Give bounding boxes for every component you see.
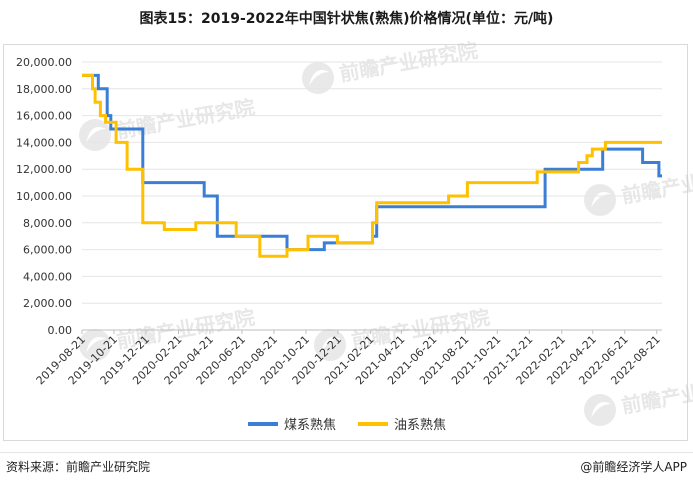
watermark-logo-icon — [581, 391, 619, 429]
series-line-oil — [82, 73, 662, 258]
watermark-logo-icon — [581, 181, 619, 219]
y-tick-label: 14,000.00 — [16, 136, 72, 149]
y-tick-label: 12,000.00 — [16, 163, 72, 176]
watermark: 前瞻产业研究院 — [76, 95, 257, 154]
y-tick-label: 16,000.00 — [16, 110, 72, 123]
watermark-logo-icon — [299, 59, 337, 97]
legend: 煤系熟焦 油系熟焦 — [248, 417, 446, 433]
y-tick-label: 6,000.00 — [23, 244, 72, 257]
series-layer — [82, 73, 662, 258]
watermark: 前瞻产业研究院 — [581, 370, 693, 429]
y-tick-label: 18,000.00 — [16, 83, 72, 96]
legend-item: 油系熟焦 — [358, 417, 446, 433]
y-tick-label: 10,000.00 — [16, 190, 72, 203]
legend-item: 煤系熟焦 — [248, 417, 336, 433]
y-tick-label: 20,000.00 — [16, 56, 72, 69]
watermark-text: 前瞻产业研究院 — [620, 160, 693, 208]
legend-label: 油系熟焦 — [394, 417, 446, 433]
watermark: 前瞻产业研究院 — [299, 38, 480, 97]
watermark-text: 前瞻产业研究院 — [620, 370, 693, 418]
y-tick-label: 2,000.00 — [23, 297, 72, 310]
y-axis: 0.00 2,000.00 4,000.00 6,000.00 8,000.00 10,0… — [16, 56, 72, 337]
source-note: 资料来源：前瞻产业研究院 — [6, 460, 151, 474]
y-tick-label: 0.00 — [48, 324, 73, 337]
footer-divider — [0, 452, 693, 453]
watermark: 前瞻产业研究院 — [581, 160, 693, 219]
watermark-text: 前瞻产业研究院 — [115, 95, 257, 143]
legend-label: 煤系熟焦 — [284, 417, 336, 433]
y-tick-label: 8,000.00 — [23, 217, 72, 230]
chart-title: 图表15：2019-2022年中国针状焦(熟焦)价格情况(单位：元/吨) — [139, 11, 554, 27]
y-tick-label: 4,000.00 — [23, 270, 72, 283]
chart-frame — [3, 44, 688, 441]
grid-lines — [82, 61, 662, 331]
brand-credit: @前瞻经济学人APP — [580, 460, 687, 474]
